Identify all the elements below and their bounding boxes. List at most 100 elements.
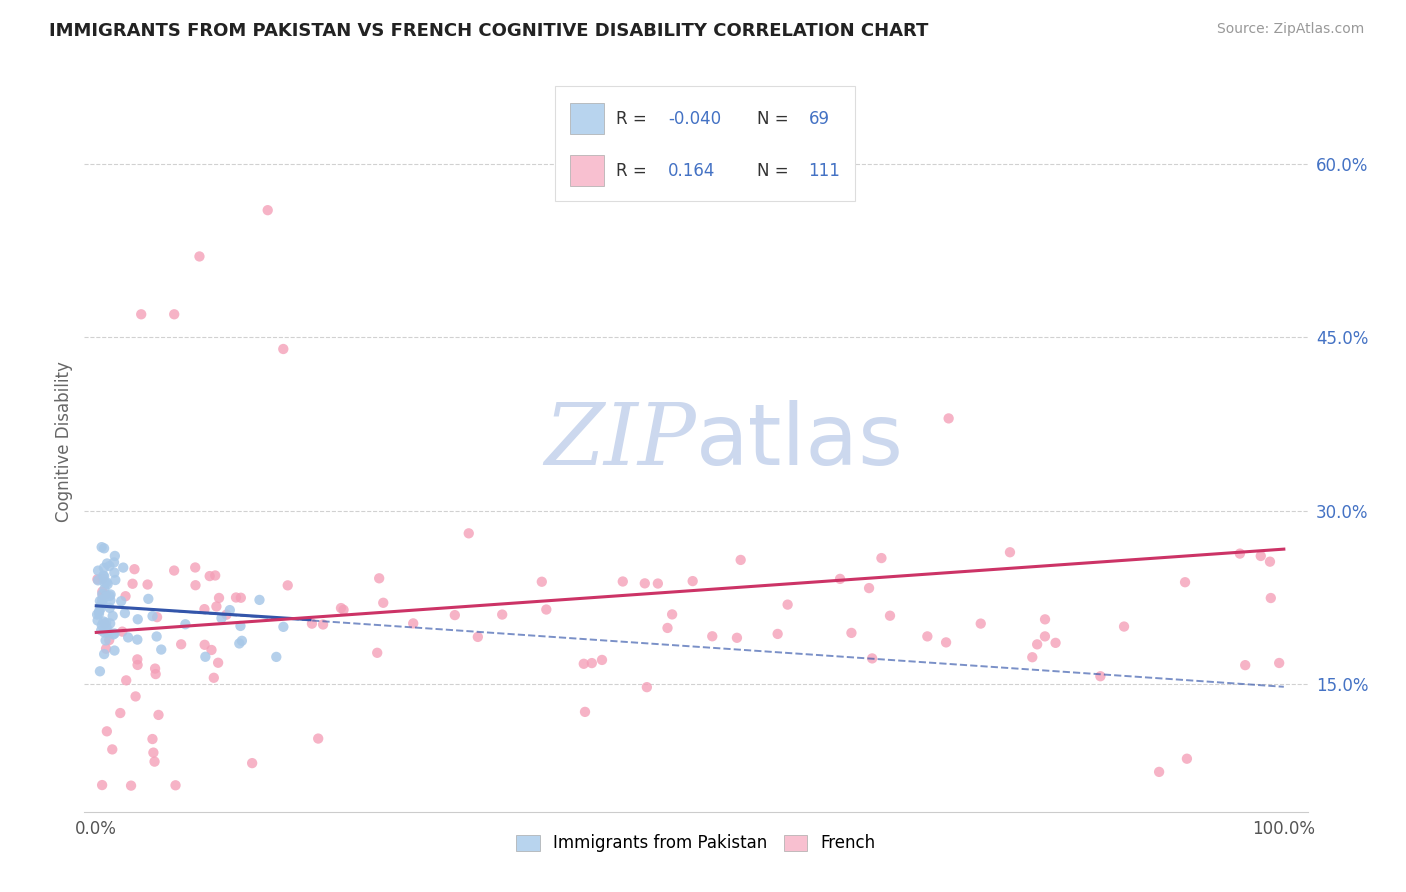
Point [136, 577, 159, 591]
Point [93, 615, 115, 629]
Point [1090, 669, 1112, 683]
Point [114, 589, 136, 603]
Point [841, 626, 863, 640]
Point [103, 643, 125, 657]
Point [1258, 555, 1281, 569]
Point [256, 203, 278, 218]
Point [93, 541, 115, 556]
Point [1021, 650, 1043, 665]
Point [368, 571, 391, 585]
Point [98, 601, 121, 615]
Point [228, 636, 250, 650]
Point [205, 599, 228, 614]
Point [1234, 658, 1257, 673]
Point [204, 568, 226, 582]
Point [860, 651, 883, 665]
Point [443, 608, 465, 623]
Point [457, 526, 479, 541]
Point [184, 560, 207, 574]
Point [661, 607, 683, 622]
Point [86, 607, 108, 622]
Text: R =: R = [616, 110, 652, 128]
Point [90, 540, 112, 554]
Point [211, 611, 233, 625]
Point [90, 618, 112, 632]
Text: N =: N = [758, 110, 794, 128]
Point [574, 705, 596, 719]
Text: -0.040: -0.040 [668, 110, 721, 128]
Point [120, 779, 142, 793]
Point [536, 602, 558, 616]
Point [702, 629, 724, 643]
Legend: Immigrants from Pakistan, French: Immigrants from Pakistan, French [509, 828, 883, 859]
Point [249, 593, 271, 607]
Point [100, 593, 122, 607]
Text: N =: N = [758, 161, 794, 179]
FancyBboxPatch shape [569, 155, 605, 186]
Point [94, 641, 117, 656]
Point [1250, 549, 1272, 563]
Point [146, 610, 169, 624]
Point [91, 587, 114, 601]
Point [97, 577, 120, 591]
Point [104, 549, 127, 563]
Point [184, 578, 207, 592]
Point [277, 578, 299, 592]
Point [271, 342, 294, 356]
Point [938, 411, 960, 425]
Point [682, 574, 704, 588]
Text: atlas: atlas [696, 400, 904, 483]
Point [110, 706, 132, 720]
Point [90, 624, 112, 638]
Point [86, 614, 108, 628]
Point [121, 576, 143, 591]
Point [828, 572, 851, 586]
Point [115, 673, 138, 688]
Point [330, 601, 353, 615]
Point [91, 568, 114, 582]
Point [124, 562, 146, 576]
Point [917, 629, 939, 643]
Point [1260, 591, 1282, 605]
Point [1026, 637, 1049, 651]
FancyBboxPatch shape [569, 103, 605, 135]
Point [127, 632, 149, 647]
Point [970, 616, 993, 631]
Point [98, 633, 121, 648]
Point [491, 607, 513, 622]
Point [193, 602, 215, 616]
Point [94, 622, 117, 636]
Point [998, 545, 1021, 559]
Text: Source: ZipAtlas.com: Source: ZipAtlas.com [1216, 22, 1364, 37]
Point [91, 778, 114, 792]
Point [143, 662, 166, 676]
Point [163, 307, 186, 321]
Point [612, 574, 634, 589]
Point [207, 656, 229, 670]
Point [91, 588, 114, 602]
Y-axis label: Cognitive Disability: Cognitive Disability [55, 361, 73, 522]
Point [231, 633, 253, 648]
Point [402, 616, 425, 631]
Point [100, 587, 122, 601]
Point [1045, 636, 1067, 650]
Point [127, 657, 149, 672]
Point [103, 566, 125, 580]
Point [935, 635, 957, 649]
Point [104, 626, 127, 640]
Point [870, 551, 893, 566]
Point [112, 560, 135, 574]
Point [91, 572, 114, 586]
Point [110, 594, 132, 608]
Point [229, 619, 252, 633]
Point [307, 731, 329, 746]
Point [170, 637, 193, 651]
Point [87, 604, 110, 618]
Point [202, 671, 225, 685]
Point [312, 617, 335, 632]
Point [581, 656, 603, 670]
Point [91, 597, 114, 611]
Point [91, 584, 114, 599]
Point [86, 572, 108, 586]
Point [145, 630, 167, 644]
